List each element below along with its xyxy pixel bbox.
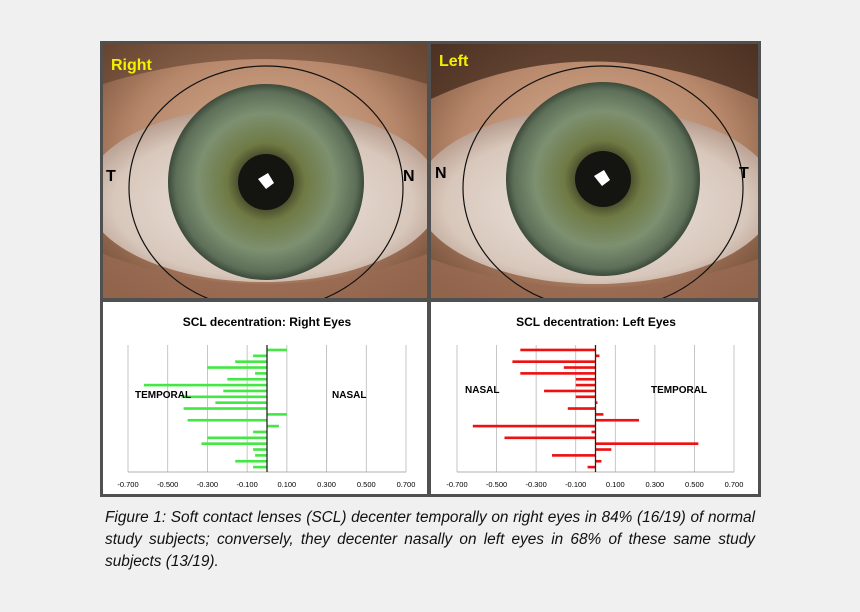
x-tick-label: -0.500 — [486, 480, 507, 489]
left-eye-photo: Left N T — [431, 44, 758, 298]
bar — [267, 348, 287, 352]
chart-left-label: NASAL — [465, 385, 499, 396]
bar — [595, 459, 602, 463]
x-tick-label: 0.700 — [397, 480, 416, 489]
bar — [207, 436, 267, 440]
left-eye-nasal-mark: N — [435, 165, 447, 182]
bar — [591, 430, 596, 434]
bar — [575, 383, 596, 387]
x-tick-label: -0.700 — [117, 480, 138, 489]
left-eyes-chart: SCL decentration: Left Eyes -0.700 -0.500… — [431, 302, 758, 494]
bar — [235, 360, 267, 363]
chart-left-label: TEMPORAL — [135, 390, 191, 401]
bar — [181, 395, 267, 399]
bar — [520, 372, 596, 375]
x-tick-label: 0.500 — [685, 480, 704, 489]
chart-title: SCL decentration: Left Eyes — [516, 315, 676, 329]
figure-frame: Right T N — [100, 41, 761, 497]
x-tick-label: -0.300 — [526, 480, 547, 489]
bar — [551, 454, 596, 457]
left-eye-title: Left — [439, 53, 469, 70]
x-tick-label: -0.500 — [157, 480, 178, 489]
x-tick-label: 0.300 — [645, 480, 664, 489]
figure-caption: Figure 1: Soft contact lenses (SCL) dece… — [105, 509, 755, 570]
chart-title: SCL decentration: Right Eyes — [183, 315, 352, 329]
bar — [587, 465, 596, 469]
bar — [201, 442, 267, 445]
bar — [575, 377, 596, 381]
x-tick-label: -0.300 — [197, 480, 218, 489]
right-eye-photo: Right T N — [103, 44, 427, 298]
bar — [183, 407, 267, 410]
bar — [595, 448, 612, 451]
bar — [227, 377, 267, 381]
bar — [223, 389, 267, 393]
bar — [544, 389, 596, 393]
bar — [595, 442, 699, 445]
bar — [504, 436, 596, 440]
bar — [255, 372, 267, 375]
bar — [595, 401, 598, 404]
bar — [567, 407, 596, 410]
bar — [595, 418, 640, 422]
bar — [215, 401, 267, 404]
bar — [472, 424, 596, 428]
x-tick-label: 0.100 — [606, 480, 625, 489]
x-tick-label: -0.700 — [446, 480, 467, 489]
bar — [253, 465, 267, 469]
bar — [267, 413, 287, 416]
bar — [520, 348, 596, 352]
left-eyes-chart-svg: SCL decentration: Left Eyes -0.700 -0.500… — [446, 315, 744, 489]
chart-right-label: NASAL — [332, 390, 366, 401]
bar — [253, 354, 267, 358]
x-tick-label: 0.500 — [357, 480, 376, 489]
x-tick-label: 0.700 — [725, 480, 744, 489]
bar — [595, 413, 604, 416]
x-tick-label: 0.100 — [277, 480, 296, 489]
bar — [575, 395, 596, 399]
right-eye-title: Right — [111, 57, 153, 74]
bar — [253, 448, 267, 451]
bar — [143, 383, 267, 387]
left-eye-temporal-mark: T — [739, 165, 749, 182]
bar — [255, 454, 267, 457]
bar — [253, 430, 267, 434]
chart-right-label: TEMPORAL — [651, 385, 707, 396]
bar — [563, 366, 596, 369]
bar — [187, 418, 267, 422]
right-eye-temporal-mark: T — [106, 168, 116, 185]
bar — [512, 360, 596, 363]
right-eyes-chart-svg: SCL decentration: Right Eyes -0.700 -0.50… — [117, 315, 416, 489]
x-tick-label: -0.100 — [237, 480, 258, 489]
right-eyes-chart: SCL decentration: Right Eyes -0.700 -0.50… — [103, 302, 427, 494]
bar — [267, 424, 279, 428]
bar — [595, 354, 600, 358]
x-tick-label: -0.100 — [565, 480, 586, 489]
bar — [235, 459, 267, 463]
x-tick-label: 0.300 — [317, 480, 336, 489]
bar — [207, 366, 267, 369]
right-eye-nasal-mark: N — [403, 168, 415, 185]
